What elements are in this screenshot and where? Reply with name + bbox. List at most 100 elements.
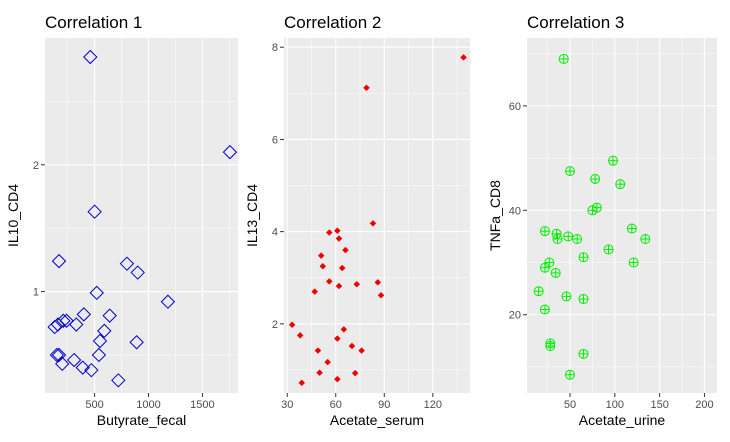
data-point-17 — [340, 326, 348, 333]
x-tick-label: 90 — [378, 399, 390, 411]
y-tick-label: 4 — [272, 227, 278, 239]
data-point-0 — [83, 49, 98, 65]
data-point-20 — [533, 286, 544, 297]
data-point-9 — [338, 264, 346, 272]
y-tick-label: 8 — [272, 42, 278, 54]
y-tick-label: 60 — [509, 101, 521, 113]
data-point-6 — [342, 246, 349, 254]
data-point-25 — [351, 369, 359, 377]
data-point-13 — [335, 282, 343, 290]
data-point-13 — [47, 319, 62, 335]
data-point-15 — [578, 252, 589, 263]
data-point-22 — [358, 347, 365, 354]
x-tick-label: 200 — [695, 399, 713, 411]
data-point-8 — [76, 307, 92, 322]
data-point-9 — [102, 308, 117, 323]
chart-panel-3: 50 100 150 200 20 40 60 Correlation 3 Acetate_ur… — [487, 13, 717, 428]
data-point-19 — [628, 257, 639, 268]
data-point-14 — [69, 317, 84, 332]
data-point-13 — [640, 233, 651, 244]
data-point-25 — [545, 341, 556, 352]
data-point-25 — [111, 373, 126, 388]
data-point-24 — [84, 362, 99, 378]
x-tick-label: 30 — [281, 399, 293, 411]
data-point-11 — [353, 280, 361, 288]
x-tick-label: 60 — [330, 399, 342, 411]
data-point-3 — [334, 227, 341, 235]
data-point-4 — [119, 256, 135, 271]
x-tick-label: 50 — [564, 399, 576, 411]
chart-panel-2: 30 60 90 120 2 4 6 8 Correlation 2 Acetate_serum I… — [244, 13, 470, 428]
data-point-26 — [334, 375, 341, 383]
data-points — [533, 53, 651, 380]
y-tick-label: 2 — [33, 160, 39, 172]
data-point-24 — [316, 369, 323, 377]
data-point-5 — [335, 235, 343, 242]
data-point-11 — [572, 233, 583, 244]
data-point-1 — [222, 144, 238, 160]
data-point-19 — [51, 347, 67, 363]
y-tick-label: 20 — [509, 310, 521, 322]
data-point-15 — [97, 323, 112, 339]
data-point-7 — [160, 294, 176, 309]
data-point-21 — [561, 291, 572, 302]
data-point-6 — [587, 205, 598, 216]
data-point-4 — [325, 229, 333, 236]
y-tick-label: 6 — [272, 134, 278, 146]
data-point-21 — [314, 347, 322, 354]
data-point-18 — [334, 335, 341, 342]
data-point-18 — [550, 267, 561, 278]
data-point-2 — [608, 155, 619, 166]
data-point-14 — [603, 244, 614, 255]
data-point-12 — [374, 278, 382, 286]
chart-panel-1: 500 1000 1500 1 2 Correlation 1 Butyrate_fecal… — [5, 13, 238, 428]
data-point-10 — [325, 278, 333, 285]
data-point-22 — [55, 356, 70, 372]
plot-background — [45, 38, 238, 393]
data-point-17 — [539, 262, 550, 273]
panel-title: Correlation 2 — [284, 13, 381, 32]
y-axis-title: TNFa_CD8 — [487, 180, 503, 251]
data-point-20 — [91, 347, 107, 363]
y-axis-title: IL10_CD4 — [5, 184, 21, 247]
y-axis-title: IL13_CD4 — [244, 184, 260, 247]
x-axis-title: Acetate_serum — [330, 412, 424, 428]
data-point-15 — [377, 291, 385, 299]
data-point-2 — [87, 204, 102, 219]
data-point-23 — [75, 360, 90, 375]
data-point-9 — [563, 231, 574, 242]
data-point-0 — [558, 53, 569, 64]
data-point-27 — [565, 369, 576, 380]
data-point-6 — [89, 285, 104, 301]
data-point-1 — [363, 84, 370, 92]
data-point-16 — [92, 333, 108, 349]
x-tick-label: 1500 — [190, 399, 214, 411]
data-point-3 — [590, 173, 601, 184]
x-tick-label: 1000 — [136, 399, 160, 411]
data-point-1 — [565, 166, 576, 177]
data-point-11 — [59, 313, 74, 328]
data-point-21 — [66, 352, 82, 368]
data-point-14 — [311, 288, 319, 295]
data-point-23 — [324, 358, 332, 366]
data-point-3 — [51, 253, 67, 269]
data-point-8 — [551, 228, 562, 239]
data-point-23 — [539, 304, 550, 315]
data-point-2 — [369, 219, 377, 227]
data-point-17 — [129, 335, 144, 350]
data-point-4 — [615, 179, 626, 190]
data-points — [288, 54, 467, 387]
panel-title: Correlation 1 — [45, 13, 142, 32]
data-point-10 — [552, 233, 563, 244]
plot-background — [527, 38, 717, 393]
x-axis-title: Butyrate_fecal — [97, 412, 187, 428]
x-tick-label: 500 — [85, 399, 103, 411]
data-point-12 — [626, 223, 637, 234]
x-tick-label: 150 — [650, 399, 668, 411]
data-point-27 — [298, 379, 306, 387]
x-tick-label: 120 — [424, 399, 442, 411]
x-axis-title: Acetate_urine — [579, 412, 666, 428]
data-point-22 — [578, 294, 589, 305]
y-tick-label: 2 — [272, 319, 278, 331]
